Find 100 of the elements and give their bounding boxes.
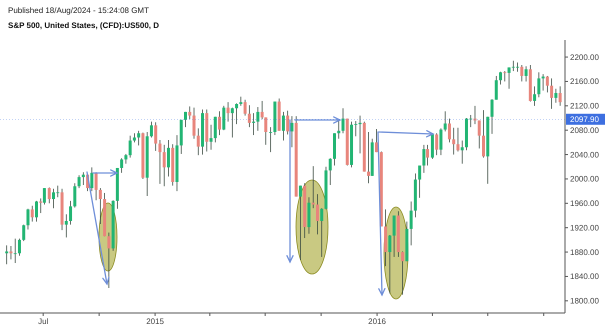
candlestick: [34, 200, 38, 222]
candlestick: [328, 158, 332, 186]
candlestick: [452, 127, 456, 155]
candlestick: [282, 112, 285, 141]
candlestick: [235, 102, 238, 124]
candlestick: [426, 144, 430, 166]
candlestick: [316, 194, 319, 235]
candlestick: [312, 166, 315, 209]
candlestick: [435, 132, 438, 156]
candlestick: [554, 88, 558, 104]
candlestick: [239, 96, 242, 106]
candlestick: [78, 174, 81, 188]
candlestick: [90, 166, 94, 192]
candlestick: [137, 130, 140, 146]
candlestick: [290, 116, 294, 148]
candlestick: [482, 110, 486, 158]
y-tick-label: 2000.00: [570, 174, 600, 184]
x-tick-label: 2015: [146, 317, 165, 326]
candlestick: [166, 140, 170, 177]
candlestick: [524, 66, 528, 82]
candlestick: [64, 214, 68, 238]
candlestick: [107, 232, 110, 288]
candlestick: [26, 208, 30, 230]
y-tick-label: 2200.00: [570, 52, 600, 62]
y-tick-label: 1800.00: [570, 296, 600, 306]
candlestick: [410, 201, 413, 246]
candlestick: [210, 124, 213, 150]
candlestick: [342, 108, 345, 134]
candlestick: [444, 110, 447, 132]
chart-title: S&P 500, United States, (CFD):US500, D: [8, 21, 160, 30]
y-tick-label: 1960.00: [570, 199, 600, 208]
candlestick: [264, 116, 268, 146]
candlestick: [260, 100, 264, 120]
candlestick: [298, 185, 302, 260]
candlestick: [256, 106, 260, 132]
y-tick-label: 1920.00: [570, 223, 600, 232]
candlestick: [422, 144, 426, 174]
candlestick: [537, 72, 540, 98]
y-tick-label: 2160.00: [570, 77, 600, 86]
candlestick: [230, 107, 234, 138]
candlestick: [520, 64, 524, 82]
candlestick: [448, 118, 451, 143]
candlestick: [248, 104, 251, 128]
candlestick: [550, 78, 554, 110]
y-tick-label: 1880.00: [570, 248, 600, 257]
candlestick: [367, 132, 370, 184]
candlestick: [42, 188, 46, 205]
candlestick: [269, 126, 272, 153]
candlestick: [542, 74, 545, 91]
candlestick: [226, 102, 230, 122]
candlestick: [124, 154, 128, 164]
candlestick: [18, 238, 21, 256]
candlestick: [94, 172, 98, 201]
candlestick: [52, 188, 56, 209]
y-tick-label: 2080.00: [570, 126, 600, 135]
candlestick: [558, 86, 562, 106]
candlestick: [478, 120, 481, 149]
candlestick: [222, 105, 226, 131]
candlestick: [128, 135, 132, 158]
candlestick: [162, 144, 166, 187]
candlestick: [150, 121, 153, 138]
candlestick: [499, 71, 502, 85]
candlestick: [154, 122, 158, 152]
candlestick: [120, 158, 124, 174]
candlestick: [320, 208, 324, 258]
x-tick-label: Jul: [38, 317, 49, 326]
candlestick: [392, 215, 396, 258]
candlestick: [286, 110, 290, 135]
candlestick: [22, 224, 26, 242]
x-tick-label: 2016: [368, 317, 387, 326]
candlestick: [73, 182, 76, 208]
y-tick-label: 1840.00: [570, 272, 600, 282]
candlestick: [98, 188, 102, 224]
candlestick: [460, 140, 464, 164]
candlestick: [188, 106, 192, 120]
candlestick: [418, 165, 422, 198]
candlestick: [9, 246, 12, 260]
candlestick: [401, 251, 404, 296]
candlestick: [490, 98, 494, 134]
candlestick: [252, 112, 256, 136]
candlestick: [184, 112, 187, 128]
candlestick: [158, 140, 162, 184]
candlestick: [69, 200, 72, 226]
candlestick: [218, 110, 222, 136]
candlestick: [473, 105, 476, 124]
candlestick: [82, 172, 85, 186]
candlestick: [30, 205, 34, 222]
candlestick: [388, 234, 392, 294]
text: Published 18/Aug/2024 - 15:24:08 GMT: [8, 6, 150, 15]
y-tick-label: 2040.00: [570, 150, 600, 160]
candlestick: [5, 244, 8, 265]
candlestick: [546, 76, 549, 93]
candlestick: [48, 187, 51, 204]
candlestick: [508, 67, 511, 90]
y-tick-label: 2120.00: [570, 102, 600, 111]
candlestick: [196, 128, 200, 156]
ref-line-label: 2097.90: [570, 115, 600, 124]
candlestick: [214, 116, 217, 143]
candlestick: [244, 99, 247, 116]
candlestick: [494, 76, 498, 100]
